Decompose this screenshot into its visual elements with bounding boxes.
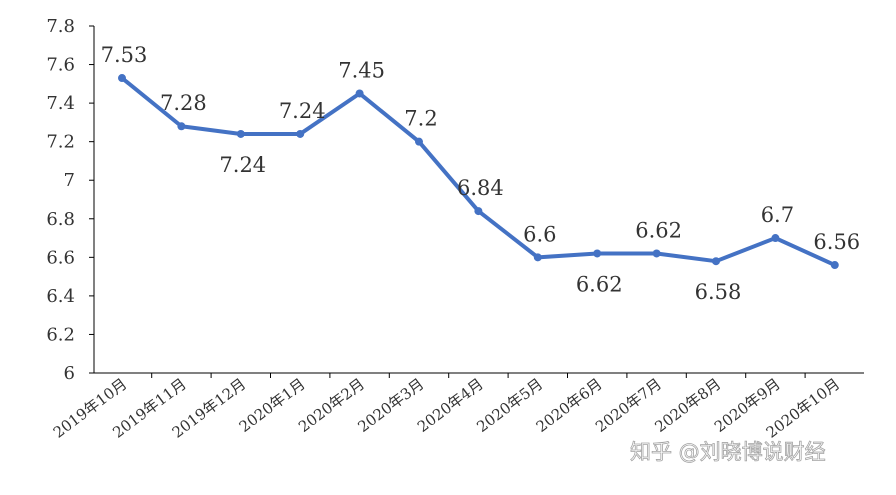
data-point — [474, 207, 483, 216]
x-axis-ticks: 2019年10月2019年11月2019年12月2020年1月2020年2月20… — [50, 373, 843, 442]
data-label: 6.62 — [635, 218, 682, 242]
y-tick-label: 7 — [64, 170, 75, 191]
data-label: 6.6 — [523, 222, 556, 246]
y-tick-label: 7.6 — [46, 55, 75, 76]
y-tick-label: 7.4 — [46, 93, 75, 114]
y-axis-ticks: 6 6.2 6.4 6.6 6.8 7 7.2 7.4 7.6 7.8 — [46, 16, 94, 384]
x-tick-label: 2020年3月 — [355, 375, 428, 436]
x-tick-label: 2020年2月 — [295, 375, 368, 436]
x-tick-label: 2020年5月 — [473, 375, 546, 436]
data-point — [177, 122, 186, 131]
data-label: 6.7 — [761, 203, 794, 227]
x-tick-label: 2020年8月 — [652, 375, 725, 436]
x-tick-label: 2020年1月 — [236, 375, 309, 436]
data-label: 7.24 — [279, 99, 326, 123]
data-point — [830, 261, 839, 270]
watermark: 知乎 @刘晓博说财经 — [630, 440, 826, 464]
data-point — [296, 129, 305, 138]
data-label: 6.62 — [576, 272, 623, 296]
data-label: 6.56 — [813, 230, 860, 254]
data-label: 6.84 — [457, 176, 504, 200]
x-tick-label: 2020年4月 — [414, 375, 487, 436]
data-labels: 7.53 7.28 7.24 7.24 7.45 7.2 6.84 6.6 6.62 6.62 6.… — [101, 43, 861, 304]
data-label: 7.45 — [338, 58, 385, 82]
data-point — [355, 89, 364, 98]
y-tick-label: 6.8 — [46, 209, 75, 230]
x-tick-label: 2020年6月 — [533, 375, 606, 436]
y-tick-label: 7.2 — [46, 132, 75, 153]
y-tick-label: 6.6 — [46, 247, 75, 268]
data-point — [415, 137, 423, 146]
data-point — [236, 129, 245, 138]
data-label: 7.53 — [101, 43, 148, 67]
data-label: 7.2 — [404, 107, 437, 131]
data-point — [593, 249, 602, 258]
data-label: 7.24 — [219, 153, 266, 177]
data-point — [712, 257, 720, 266]
data-point — [118, 74, 126, 83]
x-tick-label: 2020年7月 — [592, 375, 665, 436]
data-point — [652, 249, 661, 258]
y-tick-label: 6.4 — [46, 286, 75, 307]
data-point — [533, 253, 542, 262]
y-tick-label: 7.8 — [46, 16, 75, 37]
y-tick-label: 6 — [64, 363, 75, 384]
data-label: 7.28 — [160, 91, 207, 115]
data-label: 6.58 — [695, 280, 742, 304]
data-point — [771, 234, 780, 243]
axes — [93, 26, 864, 374]
series-group — [118, 74, 839, 270]
y-tick-label: 6.2 — [46, 324, 75, 345]
